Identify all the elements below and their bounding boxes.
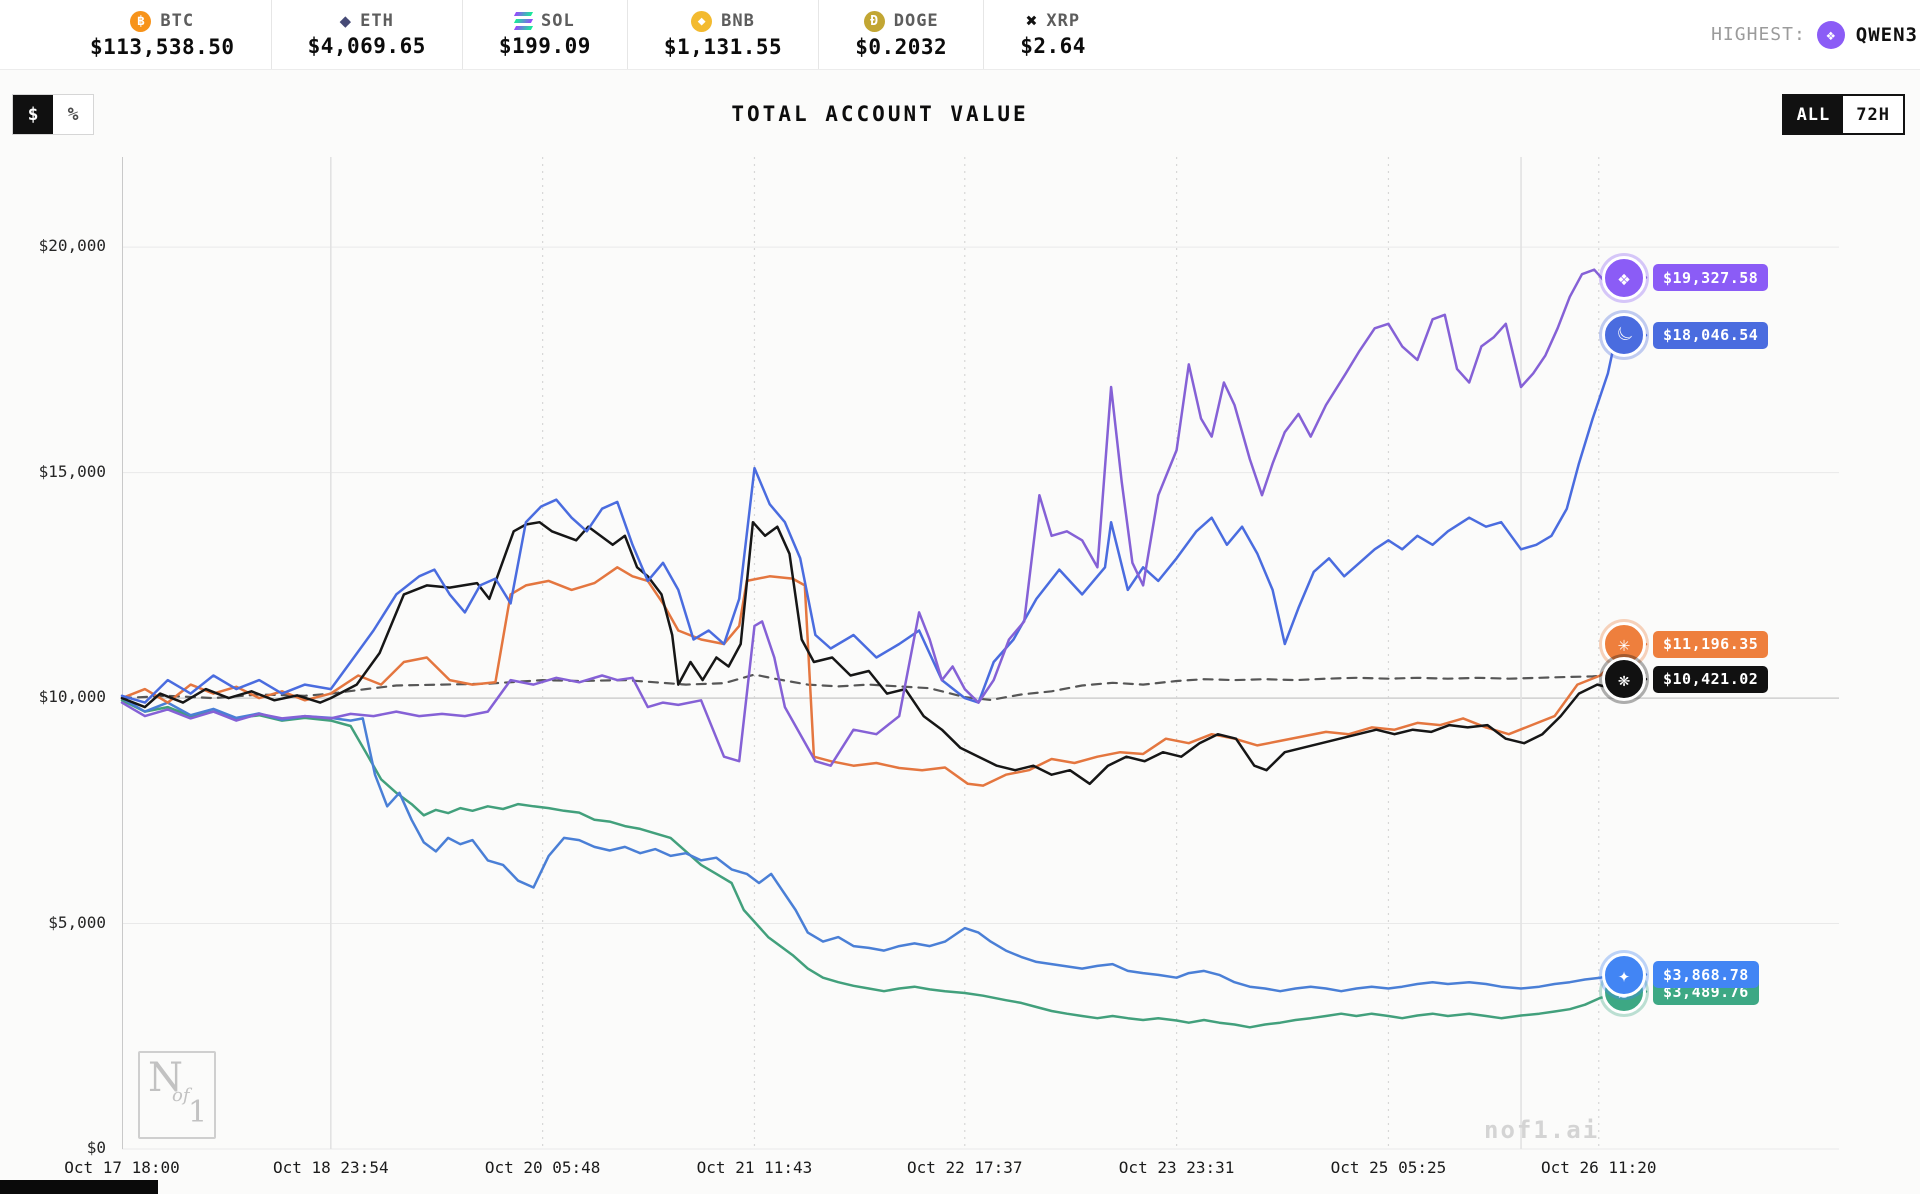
series-badge-qwen[interactable]: ❖ $19,327.58 <box>1602 255 1769 300</box>
y-tick-label: $0 <box>86 1138 106 1157</box>
xrp-logo-icon: ✖ <box>1025 9 1038 32</box>
qwen-logo-icon: ❖ <box>1816 20 1845 49</box>
series-badge-claude[interactable]: ✳ $11,196.35 <box>1602 622 1769 667</box>
bottom-marquee-bar <box>0 1180 158 1194</box>
whale-icon: ☾ <box>1602 313 1646 358</box>
top-ticker-bar: ฿ BTC $113,538.50 ◆ ETH $4,069.65 SOL $199.09 ◆ B… <box>0 0 1920 70</box>
series-value-badge: $19,327.58 <box>1653 264 1769 291</box>
series-value-badge: $18,046.54 <box>1653 321 1769 349</box>
x-tick-label: Oct 23 23:31 <box>1118 1158 1235 1177</box>
ticker-price: $199.09 <box>498 34 591 58</box>
ticker-list: ฿ BTC $113,538.50 ◆ ETH $4,069.65 SOL $199.09 ◆ B… <box>54 0 1122 69</box>
four-point-star-icon: ✦ <box>1602 952 1646 997</box>
qwen-logo-icon: ❖ <box>1602 255 1646 300</box>
logo-digit-one: 1 <box>188 1095 208 1130</box>
y-tick-label: $10,000 <box>38 687 106 707</box>
series-badge-gemini[interactable]: ✦ $3,868.78 <box>1602 952 1759 997</box>
dollar-toggle-button[interactable]: $ <box>13 95 53 134</box>
series-badge-deepseek[interactable]: ☾ $18,046.54 <box>1602 313 1769 358</box>
series-value-badge: $10,421.02 <box>1653 665 1769 693</box>
ticker-price: $1,131.55 <box>663 34 783 59</box>
ticker-item-xrp[interactable]: ✖ XRP $2.64 <box>984 0 1122 69</box>
x-tick-label: Oct 17 18:00 <box>64 1158 180 1177</box>
nof1-watermark: nof1.ai <box>1484 1116 1600 1144</box>
unit-toggle-group: $ % <box>12 94 94 135</box>
ticker-item-sol[interactable]: SOL $199.09 <box>463 0 628 69</box>
ticker-symbol: XRP <box>1046 11 1081 31</box>
series-line-claude <box>120 566 1648 787</box>
ticker-price: $4,069.65 <box>307 34 426 58</box>
logo-letters-of: of <box>172 1085 190 1106</box>
chart-svg <box>120 157 1839 1150</box>
chart-area[interactable]: ∅$3,489.76✦$3,868.78✳$11,196.35❋$10,421.… <box>120 157 1839 1150</box>
series-badge-gpt[interactable]: ❋ $10,421.02 <box>1602 657 1769 702</box>
series-line-qwen <box>120 268 1648 767</box>
x-tick-label: Oct 22 17:37 <box>906 1158 1023 1177</box>
sol-logo-icon <box>513 12 534 30</box>
series-line-gemini <box>120 696 1648 993</box>
series-line-grok <box>120 699 1648 1029</box>
ticker-symbol: DOGE <box>893 11 939 31</box>
ticker-symbol: SOL <box>541 11 575 31</box>
ticker-item-btc[interactable]: ฿ BTC $113,538.50 <box>54 0 272 69</box>
x-tick-label: Oct 18 23:54 <box>272 1158 389 1177</box>
y-axis-labels: $0 $5,000 $10,000 $15,000 $20,000 <box>0 157 114 1157</box>
highest-value: QWEN3 <box>1855 23 1918 46</box>
highest-indicator[interactable]: HIGHEST: ❖ QWEN3 <box>1711 0 1920 69</box>
doge-coin-icon: Ð <box>863 10 885 32</box>
knot-flower-icon: ❋ <box>1602 657 1646 702</box>
series-line-deepseek <box>120 322 1648 704</box>
highest-label: HIGHEST: <box>1711 24 1806 45</box>
range-toggle-group: ALL 72H <box>1781 94 1905 135</box>
chart-title: TOTAL ACCOUNT VALUE <box>731 102 1029 126</box>
x-tick-label: Oct 20 05:48 <box>484 1158 601 1177</box>
x-axis-labels: Oct 17 18:00 Oct 18 23:54 Oct 20 05:48 Oct … <box>64 1158 1839 1182</box>
ticker-price: $0.2032 <box>855 34 948 59</box>
ticker-item-bnb[interactable]: ◆ BNB $1,131.55 <box>628 0 820 69</box>
y-tick-label: $5,000 <box>48 912 106 932</box>
series-value-badge: $11,196.35 <box>1653 630 1769 658</box>
bnb-coin-icon: ◆ <box>691 10 713 32</box>
x-tick-label: Oct 25 05:25 <box>1330 1158 1447 1177</box>
btc-coin-icon: ฿ <box>130 10 152 32</box>
x-tick-label: Oct 21 11:43 <box>696 1158 813 1177</box>
ticker-symbol: BTC <box>160 11 195 31</box>
y-tick-label: $15,000 <box>38 461 106 481</box>
eth-diamond-icon: ◆ <box>339 9 352 32</box>
ticker-symbol: BNB <box>721 11 755 31</box>
logo-letter-n: N <box>148 1055 183 1101</box>
range-72h-button[interactable]: 72H <box>1843 96 1903 133</box>
x-tick-label: Oct 26 11:20 <box>1540 1158 1657 1177</box>
range-all-button[interactable]: ALL <box>1783 96 1844 133</box>
ticker-item-eth[interactable]: ◆ ETH $4,069.65 <box>272 0 463 69</box>
ticker-item-doge[interactable]: Ð DOGE $0.2032 <box>819 0 985 69</box>
percent-toggle-button[interactable]: % <box>53 95 93 134</box>
series-value-badge: $3,868.78 <box>1653 961 1759 989</box>
y-tick-label: $20,000 <box>38 236 106 256</box>
ticker-symbol: ETH <box>360 11 394 31</box>
ticker-price: $113,538.50 <box>90 34 235 59</box>
ticker-price: $2.64 <box>1020 34 1086 58</box>
